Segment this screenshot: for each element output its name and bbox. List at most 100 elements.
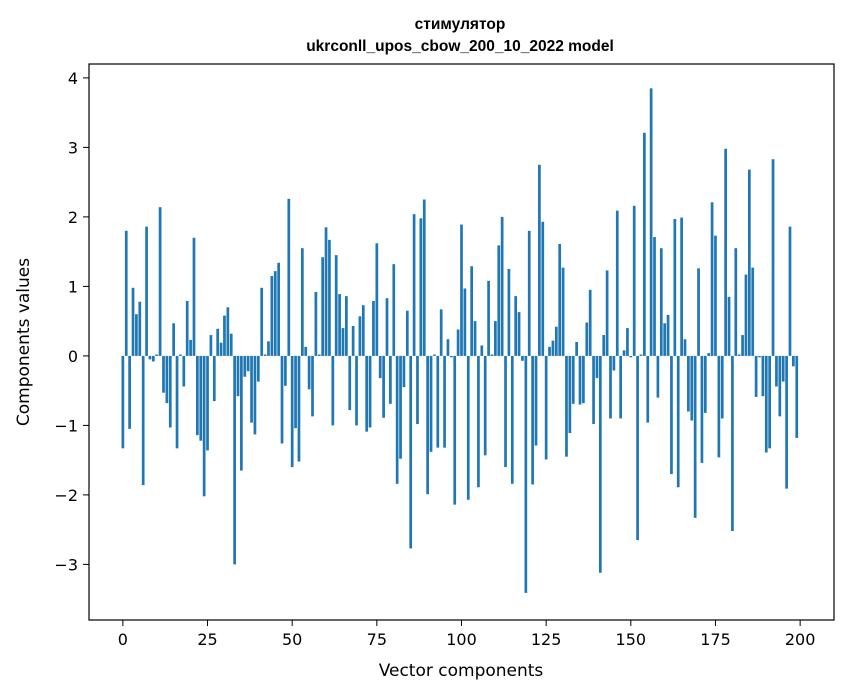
x-tick-label: 125	[531, 630, 562, 649]
bar-84	[405, 310, 409, 356]
x-axis-label: Vector components	[379, 661, 544, 681]
bar-36	[243, 355, 247, 377]
bar-101	[463, 288, 467, 356]
bar-181	[734, 248, 738, 356]
bar-175	[714, 235, 717, 356]
bar-121	[531, 355, 534, 485]
x-tick-label: 50	[282, 630, 302, 649]
bar-138	[588, 289, 592, 356]
bar-38	[250, 355, 253, 423]
bar-152	[636, 355, 639, 541]
bar-11	[158, 207, 162, 356]
bar-33	[233, 355, 236, 565]
bar-158	[656, 355, 660, 398]
bar-85	[409, 355, 413, 549]
bar-176	[717, 355, 721, 458]
bar-30	[223, 315, 226, 356]
bar-39	[253, 355, 257, 435]
bar-21	[192, 237, 196, 356]
bar-106	[480, 345, 484, 356]
bar-86	[412, 214, 416, 356]
bar-103	[470, 266, 474, 356]
bar-183	[741, 335, 744, 356]
bar-185	[747, 169, 751, 356]
bar-148	[622, 350, 626, 356]
bar-187	[754, 355, 758, 397]
bar-51	[294, 355, 297, 429]
bar-127	[551, 340, 555, 356]
bar-74	[372, 301, 375, 356]
bar-165	[680, 217, 683, 356]
bar-197	[788, 226, 792, 356]
bar-144	[609, 355, 612, 419]
bar-22	[196, 355, 199, 436]
bar-60	[324, 227, 328, 356]
bar-78	[385, 298, 389, 356]
bar-47	[280, 355, 284, 444]
bar-43	[267, 341, 270, 356]
bar-20	[189, 339, 192, 356]
bar-61	[328, 239, 331, 356]
bar-92	[433, 354, 436, 356]
bar-104	[473, 321, 477, 356]
bar-131	[565, 355, 568, 457]
bar-96	[446, 339, 450, 356]
bar-79	[389, 355, 392, 404]
bar-63	[334, 255, 338, 356]
x-tick-label: 150	[616, 630, 647, 649]
bar-119	[524, 355, 528, 593]
y-tick-label: 0	[68, 347, 78, 366]
y-axis-ticks: −3 −2 −1 0 1 2 3 4	[54, 69, 89, 574]
bar-195	[781, 355, 785, 382]
bar-8	[148, 355, 152, 360]
bar-26	[209, 335, 213, 356]
x-tick-label: 75	[367, 630, 387, 649]
x-tick-label: 100	[446, 630, 477, 649]
bar-161	[666, 314, 670, 356]
bar-44	[270, 275, 274, 356]
bar-65	[341, 328, 345, 356]
bar-75	[375, 243, 379, 356]
bar-170	[697, 268, 700, 356]
bar-99	[456, 329, 460, 356]
bar-76	[378, 355, 382, 379]
bar-118	[521, 355, 524, 361]
bar-100	[460, 224, 463, 356]
bar-40	[256, 355, 260, 382]
bar-154	[643, 132, 646, 356]
bar-80	[392, 264, 396, 356]
bar-108	[487, 280, 490, 356]
bar-133	[571, 355, 575, 404]
bar-71	[361, 305, 365, 356]
y-tick-label: −3	[54, 555, 78, 574]
bar-57	[314, 291, 318, 356]
bar-140	[595, 355, 599, 379]
bar-164	[676, 355, 680, 488]
bar-50	[290, 355, 294, 468]
bar-97	[449, 355, 453, 358]
bar-42	[263, 354, 267, 356]
bar-173	[707, 353, 711, 356]
bar-31	[226, 307, 230, 356]
bar-137	[585, 322, 589, 356]
x-tick-label: 25	[197, 630, 217, 649]
bar-4	[135, 314, 138, 356]
bar-155	[646, 355, 650, 423]
bar-141	[598, 355, 602, 573]
bar-24	[202, 355, 206, 497]
bar-199	[795, 355, 799, 438]
bar-94	[439, 309, 443, 356]
bar-174	[710, 202, 714, 356]
bar-28	[216, 328, 220, 356]
bar-123	[538, 164, 541, 356]
bar-143	[605, 270, 609, 356]
bar-153	[639, 354, 643, 356]
bar-73	[368, 355, 372, 428]
bar-117	[517, 312, 521, 356]
bar-167	[687, 355, 690, 412]
bar-105	[477, 355, 480, 488]
bar-160	[663, 323, 667, 356]
bar-107	[483, 355, 487, 456]
bar-18	[182, 355, 186, 387]
bar-3	[131, 287, 135, 356]
